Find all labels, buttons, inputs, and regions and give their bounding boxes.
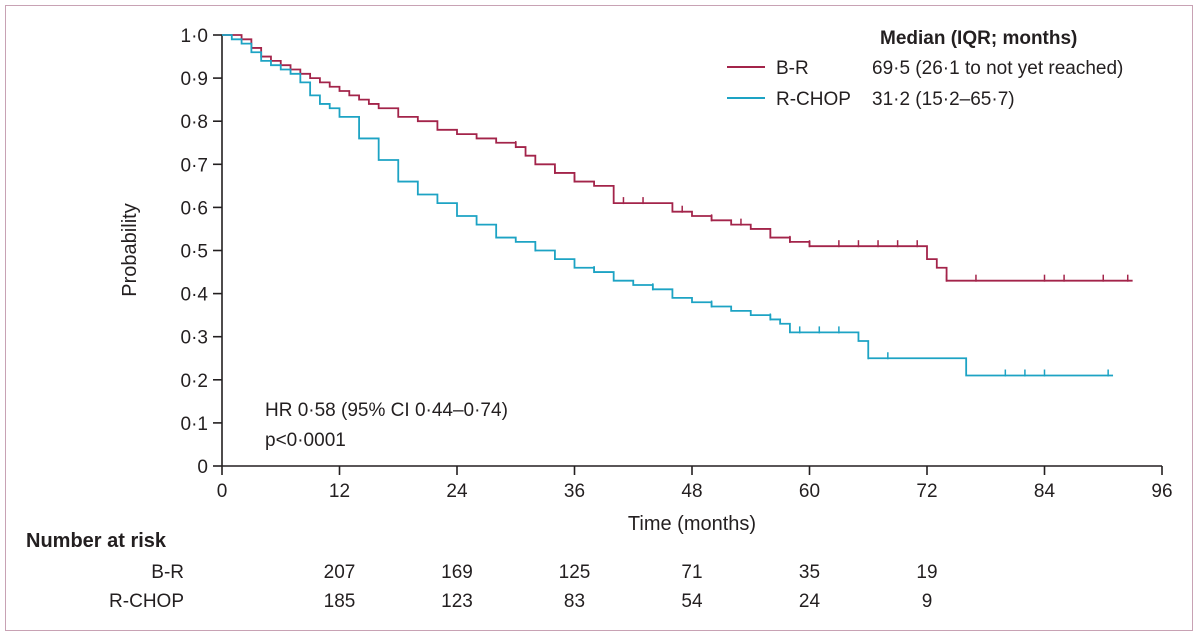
y-tick-label: 0 [197,457,208,478]
risk-value: 71 [681,562,702,583]
survival-curves [222,34,1133,377]
y-ticks: 0 0·1 0·2 0·3 0·4 0·5 0·6 0·7 0·8 0·9 1·0 [181,26,222,478]
x-axis-title: Time (months) [628,513,756,535]
risk-value: 35 [799,562,820,583]
legend-label-b-r: B-R [776,58,809,79]
figure-frame [5,5,1193,631]
x-tick-label: 60 [799,481,820,502]
risk-table-title: Number at risk [26,530,167,552]
x-tick-label: 84 [1034,481,1056,502]
x-tick-label: 12 [329,481,350,502]
risk-value: 123 [441,591,473,612]
y-tick-label: 1·0 [181,26,208,47]
risk-table-rows: B-R 207 169 125 71 35 19 R-CHOP 185 123 83 54 24 9 [109,562,938,612]
x-tick-label: 24 [446,481,468,502]
y-tick-label: 0·7 [181,155,208,176]
y-tick-label: 0·5 [181,242,208,263]
x-tick-label: 0 [217,481,228,502]
y-tick-label: 0·2 [181,371,208,392]
y-tick-label: 0·8 [181,112,208,133]
x-tick-label: 96 [1151,481,1172,502]
y-tick-label: 0·6 [181,198,208,219]
legend-header: Median (IQR; months) [880,28,1077,49]
survival-curve-r-chop [222,34,1114,377]
risk-row-label: R-CHOP [109,591,184,612]
x-ticks: 0 12 24 36 48 60 72 84 96 [217,466,1173,502]
legend-median-b-r: 69·5 (26·1 to not yet reached) [872,58,1123,79]
legend-median-r-chop: 31·2 (15·2–65·7) [872,89,1015,110]
y-axis-title: Probability [119,203,141,296]
risk-value: 83 [564,591,585,612]
legend: Median (IQR; months) B-R 69·5 (26·1 to n… [727,28,1123,110]
risk-value: 125 [559,562,591,583]
risk-value: 207 [324,562,356,583]
y-tick-label: 0·1 [181,414,208,435]
risk-value: 54 [681,591,703,612]
x-tick-label: 48 [681,481,702,502]
risk-value: 9 [922,591,933,612]
risk-value: 185 [324,591,356,612]
hazard-ratio-annotation: HR 0·58 (95% CI 0·44–0·74) [265,400,508,421]
x-tick-label: 72 [916,481,937,502]
p-value-annotation: p<0·0001 [265,430,346,451]
risk-row-label: B-R [151,562,184,583]
annotations: HR 0·58 (95% CI 0·44–0·74) p<0·0001 [265,400,508,451]
x-tick-label: 36 [564,481,585,502]
y-tick-label: 0·4 [181,285,209,306]
risk-value: 19 [916,562,937,583]
y-tick-label: 0·3 [181,328,208,349]
number-at-risk-table: Number at risk B-R 207 169 125 71 35 19 R-CHOP 1… [26,530,938,612]
legend-label-r-chop: R-CHOP [776,89,851,110]
risk-value: 169 [441,562,473,583]
y-tick-label: 0·9 [181,69,208,90]
risk-value: 24 [799,591,821,612]
